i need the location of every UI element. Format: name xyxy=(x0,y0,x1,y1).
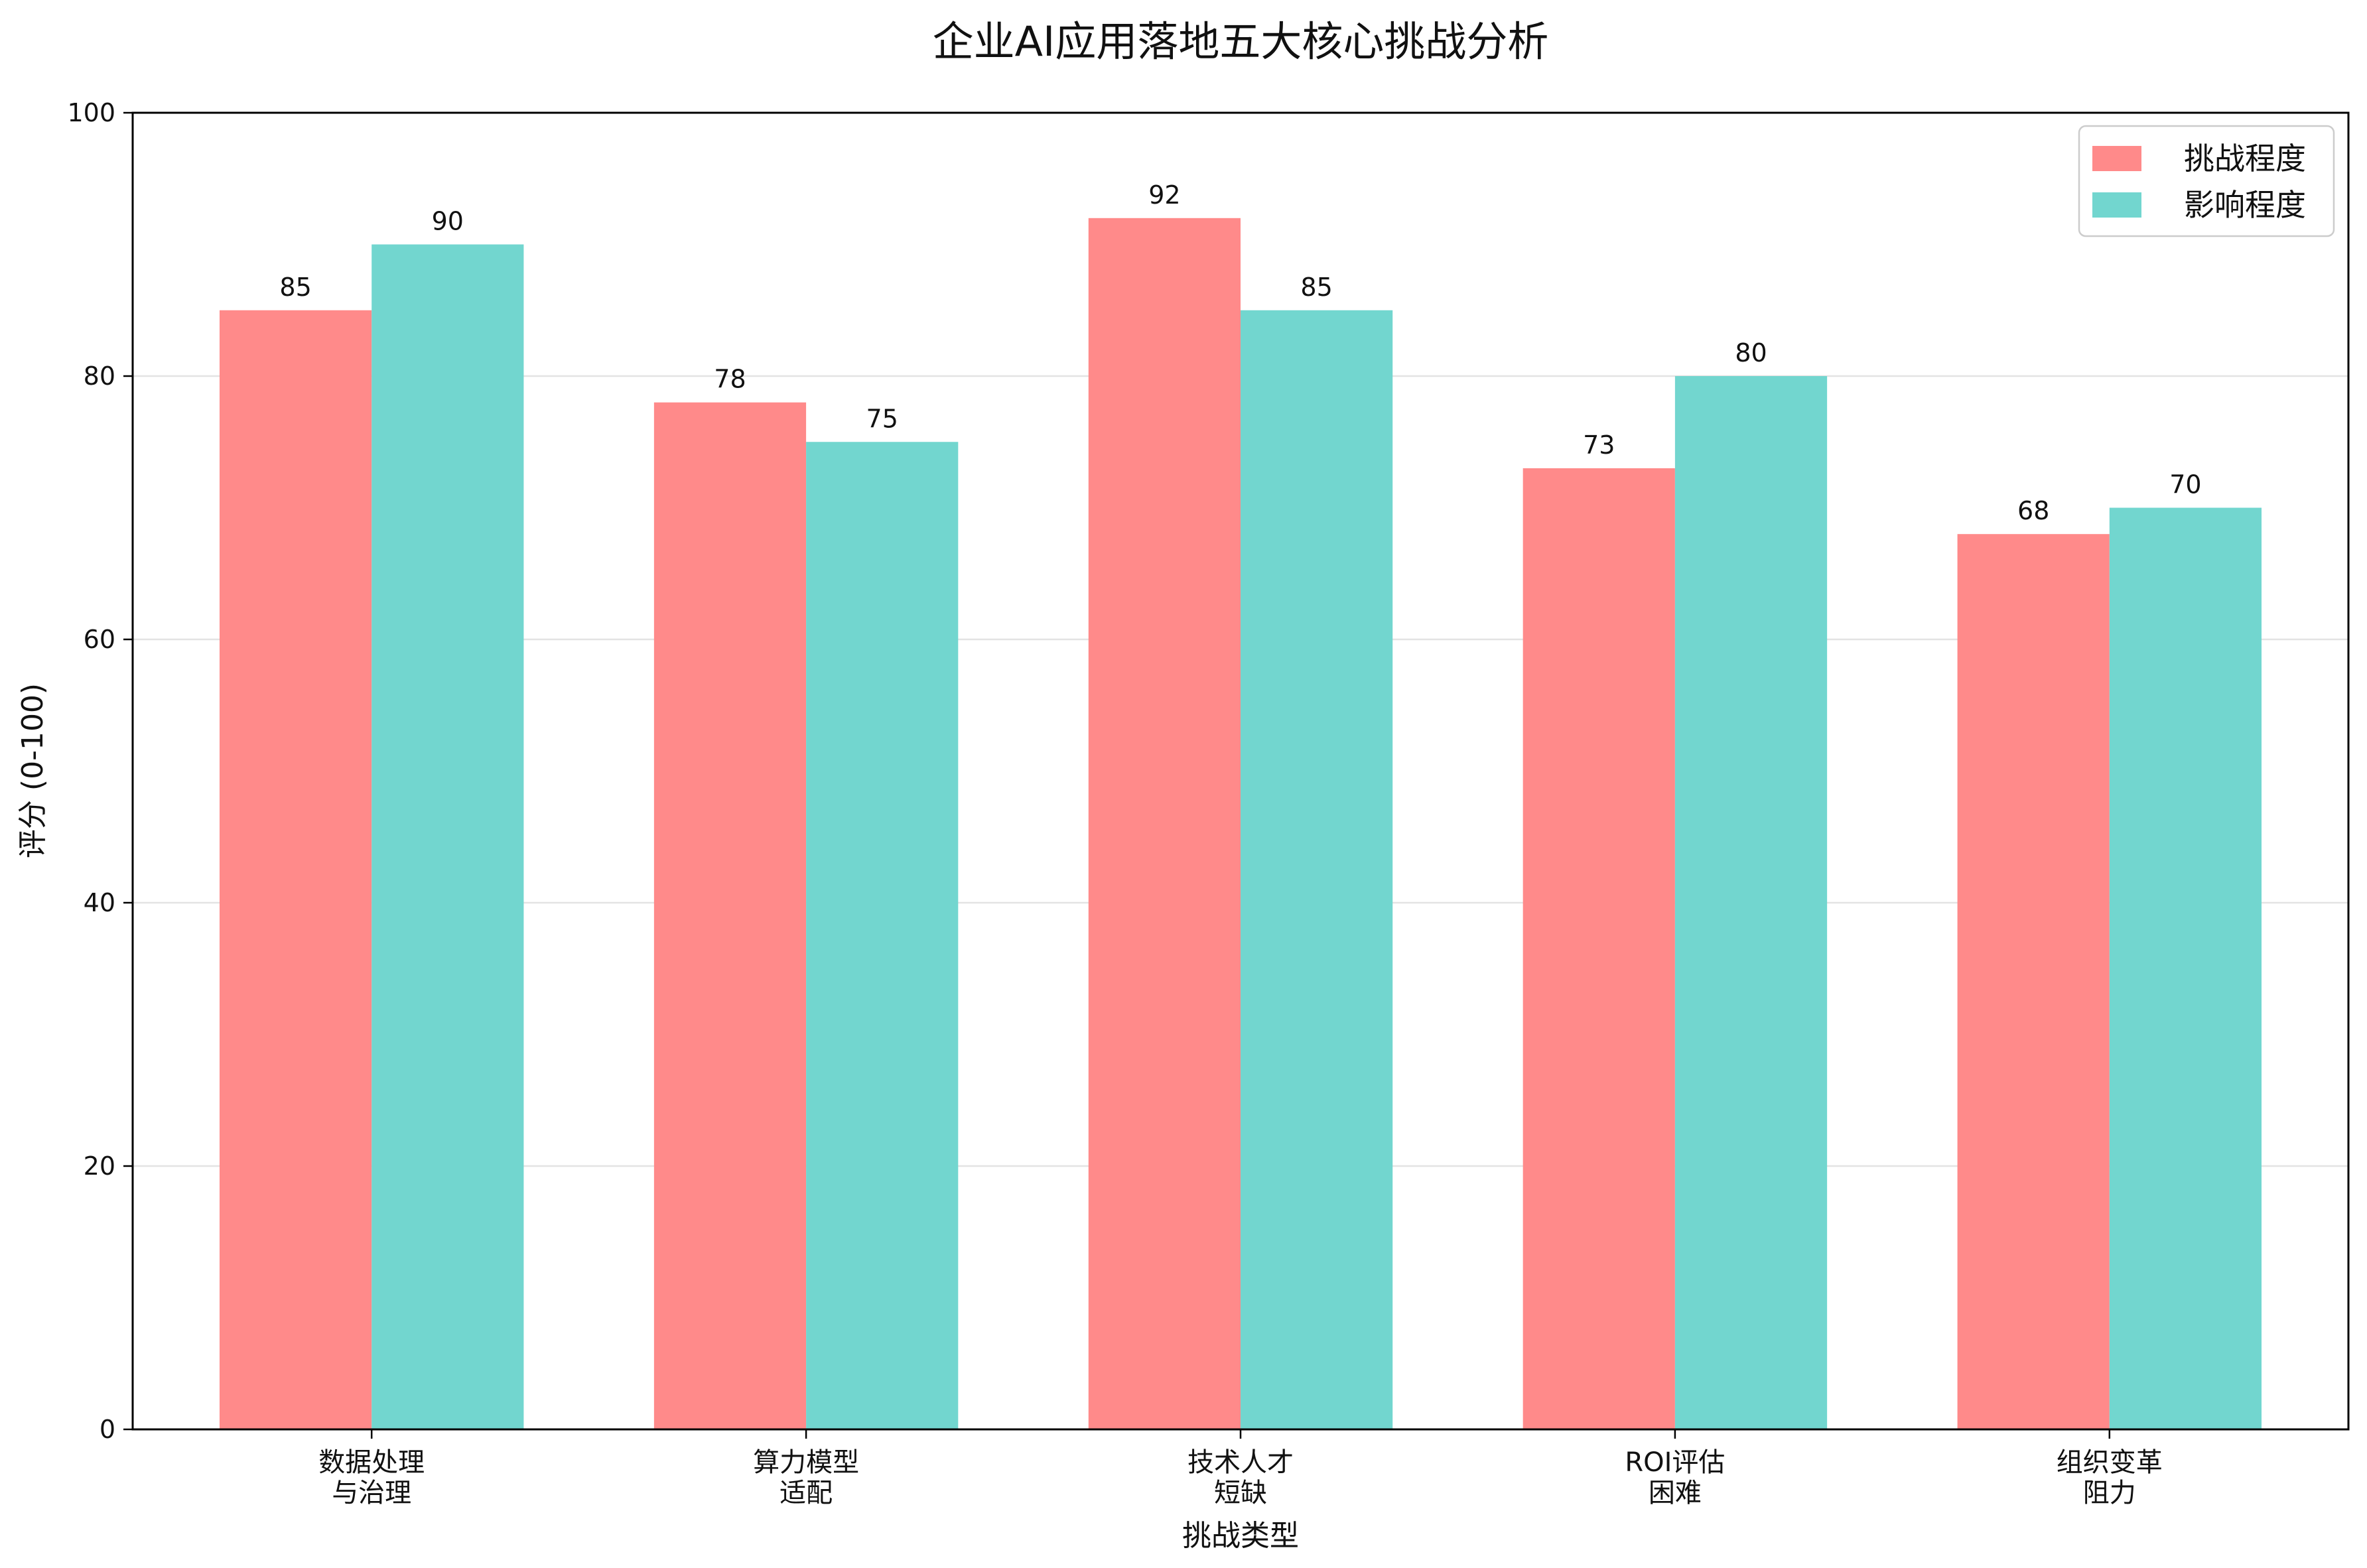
y-tick-label: 60 xyxy=(84,625,115,654)
legend-swatch-challenge xyxy=(2092,146,2141,171)
x-tick-label: 算力模型 xyxy=(753,1447,859,1478)
bar-value-label: 80 xyxy=(1735,338,1767,367)
y-axis-ticks: 0 20 40 60 80 100 xyxy=(67,98,133,1444)
bar-challenge xyxy=(1957,534,2110,1430)
bar-impact xyxy=(2109,507,2262,1429)
x-tick-label: 适配 xyxy=(779,1478,833,1508)
x-tick-label: 困难 xyxy=(1649,1478,1702,1508)
legend: 挑战程度 影响程度 xyxy=(2078,125,2335,237)
legend-label-challenge: 挑战程度 xyxy=(2184,141,2306,176)
y-tick-label: 0 xyxy=(100,1415,115,1444)
x-tick-label: 短缺 xyxy=(1214,1478,1267,1508)
bar-series xyxy=(219,218,2262,1430)
bar-impact xyxy=(372,244,524,1429)
bar-value-label: 85 xyxy=(1300,273,1332,302)
x-tick-label: 技术人才 xyxy=(1187,1447,1294,1478)
legend-frame xyxy=(2078,125,2335,237)
x-tick-label: 数据处理 xyxy=(318,1447,425,1478)
bar-challenge xyxy=(653,402,807,1430)
bar-challenge xyxy=(219,310,372,1429)
bar-value-label: 90 xyxy=(432,207,464,236)
y-tick-label: 80 xyxy=(84,361,115,391)
bar-value-label: 68 xyxy=(2017,496,2049,525)
bar-value-label: 75 xyxy=(866,404,898,433)
bar-value-label: 73 xyxy=(1583,430,1615,460)
y-tick-label: 20 xyxy=(84,1151,115,1181)
bar-value-label: 78 xyxy=(714,365,746,394)
bar-value-label: 85 xyxy=(279,273,311,302)
x-tick-label: 与治理 xyxy=(332,1478,411,1508)
y-tick-label: 40 xyxy=(84,888,115,917)
x-tick-label: 组织变革 xyxy=(2057,1447,2163,1478)
bar-challenge xyxy=(1088,218,1241,1429)
x-tick-label: ROI评估 xyxy=(1625,1447,1725,1478)
bar-impact xyxy=(1241,310,1393,1429)
legend-swatch-impact xyxy=(2092,192,2141,218)
x-axis-label: 挑战类型 xyxy=(1182,1519,1299,1553)
bar-impact xyxy=(1674,376,1828,1429)
chart-title: 企业AI应用落地五大核心挑战分析 xyxy=(933,17,1549,66)
legend-label-impact: 影响程度 xyxy=(2184,187,2306,223)
bar-value-label: 70 xyxy=(2169,470,2201,499)
y-tick-label: 100 xyxy=(67,98,115,127)
x-tick-label: 阻力 xyxy=(2083,1478,2136,1508)
bar-impact xyxy=(806,442,959,1429)
value-labels: 85 90 78 75 92 85 73 80 68 70 xyxy=(279,180,2201,525)
y-axis-label: 评分 (0-100) xyxy=(16,683,50,858)
bar-value-label: 92 xyxy=(1148,180,1180,210)
bar-challenge xyxy=(1522,468,1675,1430)
